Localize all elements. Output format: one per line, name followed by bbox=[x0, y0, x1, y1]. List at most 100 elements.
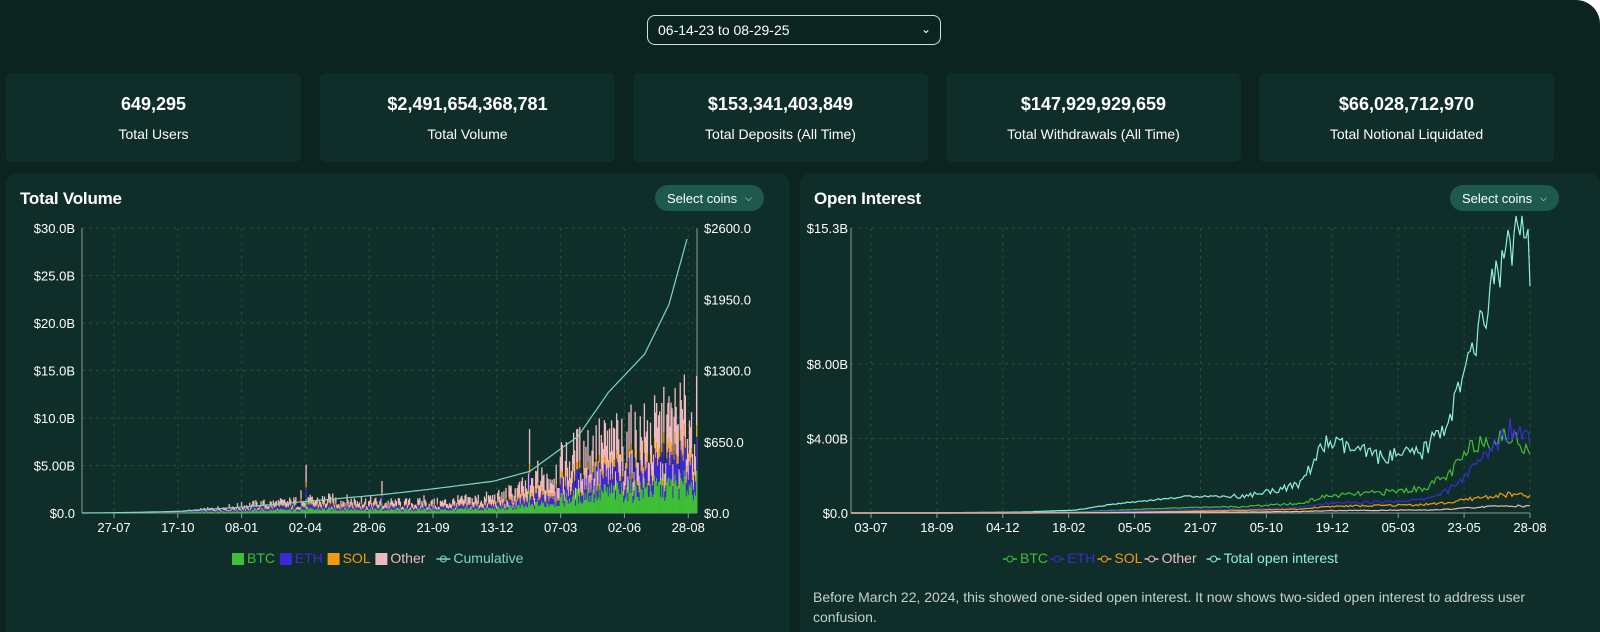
sol-bar bbox=[640, 464, 642, 472]
btc-bar bbox=[413, 511, 415, 513]
eth-bar bbox=[500, 506, 502, 510]
eth-bar bbox=[387, 506, 389, 510]
eth-bar bbox=[530, 496, 533, 504]
eth-bar bbox=[609, 479, 612, 494]
btc-bar bbox=[206, 512, 208, 513]
sol-bar bbox=[395, 505, 397, 507]
other-bar bbox=[547, 478, 549, 493]
sol-bar bbox=[578, 492, 580, 496]
eth-bar bbox=[222, 509, 224, 512]
sol-bar bbox=[663, 432, 665, 444]
sol-bar bbox=[247, 508, 249, 510]
other-bar bbox=[630, 404, 632, 445]
eth-bar bbox=[606, 468, 609, 487]
eth-bar bbox=[211, 510, 213, 512]
sol-bar bbox=[337, 507, 339, 509]
eth-bar bbox=[259, 508, 261, 511]
other-bar bbox=[262, 500, 264, 506]
sol-bar bbox=[397, 503, 400, 505]
btc-bar bbox=[456, 509, 458, 513]
sol-bar bbox=[269, 505, 271, 507]
eth-bar bbox=[636, 485, 638, 497]
sol-bar bbox=[453, 504, 455, 506]
btc-bar bbox=[568, 498, 571, 513]
btc-bar bbox=[284, 509, 287, 513]
sol-bar bbox=[404, 504, 407, 506]
btc-bar bbox=[208, 511, 210, 513]
other-bar bbox=[543, 474, 545, 491]
btc-bar bbox=[422, 510, 424, 513]
select-coins-button[interactable]: Select coins ⌵ bbox=[655, 185, 764, 211]
btc-bar bbox=[629, 493, 631, 513]
other-bar bbox=[466, 502, 468, 507]
volume-y2-tick-label: $2600.0 bbox=[704, 221, 751, 236]
eth-bar bbox=[466, 507, 468, 510]
sol-bar bbox=[523, 501, 526, 504]
sol-bar bbox=[598, 454, 600, 463]
other-bar bbox=[229, 509, 231, 512]
eth-bar bbox=[673, 459, 675, 484]
btc-bar bbox=[351, 509, 353, 513]
sol-bar bbox=[529, 496, 532, 500]
btc-bar bbox=[219, 511, 221, 513]
select-coins-button[interactable]: Select coins ⌵ bbox=[1450, 185, 1559, 211]
btc-bar bbox=[315, 509, 318, 513]
sol-bar bbox=[421, 505, 423, 507]
other-bar bbox=[320, 504, 323, 508]
sol-bar bbox=[680, 440, 682, 451]
eth-bar bbox=[658, 459, 660, 483]
eth-bar bbox=[354, 506, 356, 510]
other-line bbox=[851, 504, 1531, 514]
volume-legend bbox=[232, 553, 451, 565]
btc-bar bbox=[270, 509, 272, 513]
other-bar bbox=[291, 507, 293, 510]
eth-bar bbox=[576, 469, 578, 489]
eth-bar bbox=[651, 485, 654, 497]
other-bar bbox=[448, 502, 451, 507]
btc-bar bbox=[346, 507, 348, 513]
eth-bar bbox=[457, 503, 459, 508]
eth-bar bbox=[556, 500, 558, 507]
btc-bar bbox=[365, 510, 368, 513]
other-bar bbox=[639, 416, 641, 452]
other-bar bbox=[308, 497, 310, 504]
eth-bar bbox=[407, 505, 410, 509]
eth-bar bbox=[654, 457, 657, 481]
sol-bar bbox=[335, 502, 337, 505]
btc-bar bbox=[684, 476, 687, 513]
btc-bar bbox=[594, 497, 596, 513]
other-bar bbox=[549, 479, 551, 494]
sol-bar bbox=[645, 461, 648, 469]
other-bar bbox=[248, 508, 250, 511]
other-bar bbox=[471, 498, 473, 505]
sol-bar bbox=[633, 486, 635, 491]
eth-bar bbox=[574, 480, 576, 495]
eth-bar bbox=[440, 506, 443, 510]
eth-bar bbox=[555, 488, 557, 500]
legend-swatch bbox=[279, 553, 292, 565]
btc-bar bbox=[571, 496, 574, 513]
other-bar bbox=[360, 496, 363, 503]
other-bar bbox=[477, 494, 479, 502]
date-range-select[interactable]: 06-14-23 to 08-29-25 ⌄ bbox=[647, 15, 941, 45]
eth-bar bbox=[433, 505, 435, 509]
eth-bar bbox=[318, 505, 321, 510]
btc-bar bbox=[406, 510, 409, 513]
eth-bar bbox=[340, 506, 342, 510]
btc-bar bbox=[559, 497, 561, 513]
other-bar bbox=[353, 498, 355, 504]
sol-bar bbox=[473, 506, 475, 508]
other-bar bbox=[588, 475, 590, 490]
sol-bar bbox=[444, 504, 447, 506]
eth-bar bbox=[401, 509, 404, 512]
btc-bar bbox=[547, 503, 549, 513]
other-bar bbox=[362, 504, 365, 508]
eth-bar bbox=[400, 509, 403, 512]
btc-bar bbox=[502, 508, 504, 513]
stat-value: $66,028,712,970 bbox=[1338, 94, 1475, 114]
eth-bar bbox=[552, 498, 554, 506]
btc-bar bbox=[508, 504, 510, 513]
sol-bar bbox=[383, 508, 385, 510]
eth-bar bbox=[633, 490, 635, 500]
eth-bar bbox=[261, 510, 263, 512]
